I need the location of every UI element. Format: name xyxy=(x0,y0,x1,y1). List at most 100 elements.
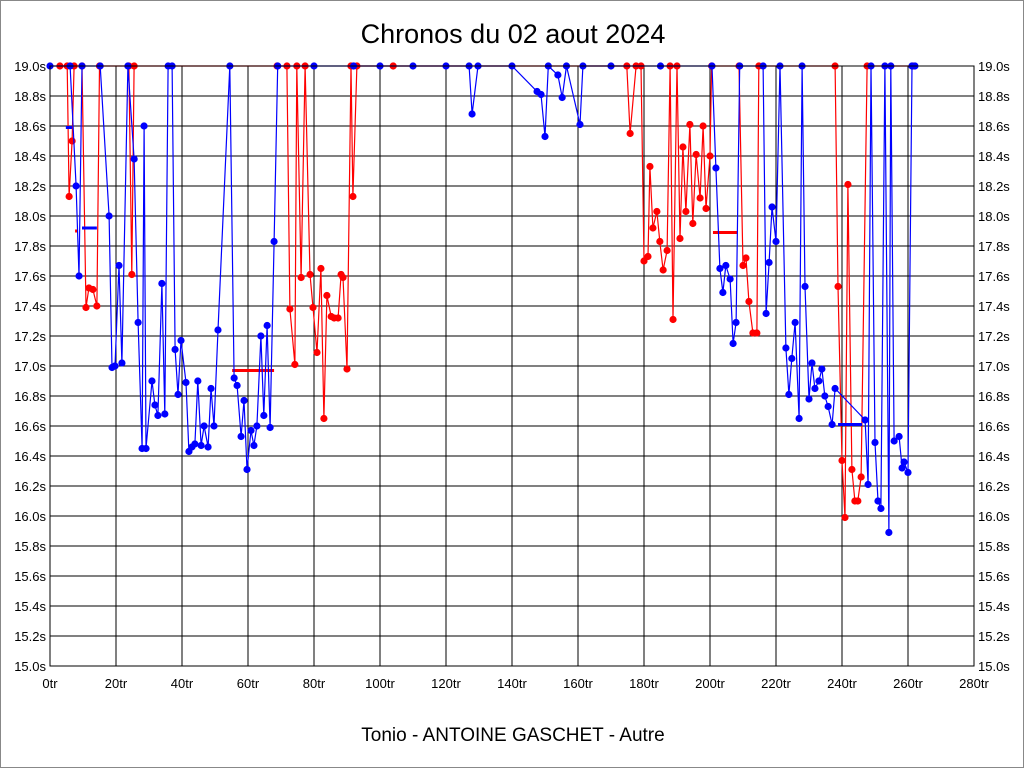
x-tick-label: 60tr xyxy=(237,676,260,691)
data-point-red xyxy=(753,329,761,337)
y-tick-label-right: 18.8s xyxy=(978,89,1010,104)
data-point-red xyxy=(706,152,714,160)
data-point-blue xyxy=(785,390,793,399)
data-point-red xyxy=(306,270,314,279)
y-tick-label-left: 17.2s xyxy=(14,329,46,344)
y-tick-label-right: 18.6s xyxy=(978,119,1010,134)
y-tick-label-left: 17.6s xyxy=(14,269,46,284)
data-point-red xyxy=(696,194,704,202)
data-point-blue xyxy=(207,384,215,393)
y-tick-label-right: 18.0s xyxy=(978,209,1010,224)
x-tick-label: 80tr xyxy=(303,676,326,691)
x-tick-label: 280tr xyxy=(959,676,989,691)
y-tick-label-right: 15.6s xyxy=(978,569,1010,584)
data-point-blue xyxy=(468,110,476,118)
y-tick-label-left: 18.4s xyxy=(14,149,46,164)
data-point-red xyxy=(663,246,671,255)
y-tick-label-left: 15.8s xyxy=(14,539,46,554)
y-tick-label-right: 15.8s xyxy=(978,539,1010,554)
data-point-blue xyxy=(898,464,906,472)
data-point-blue xyxy=(864,480,872,489)
y-tick-label-left: 16.6s xyxy=(14,419,46,434)
data-point-red xyxy=(644,252,652,261)
data-point-blue xyxy=(808,359,816,367)
x-tick-label: 120tr xyxy=(431,676,461,691)
data-point-blue xyxy=(558,93,566,102)
data-point-red xyxy=(857,473,865,481)
data-point-blue xyxy=(154,411,162,420)
data-point-red xyxy=(659,266,667,274)
y-tick-label-left: 18.2s xyxy=(14,179,46,194)
data-point-red xyxy=(844,180,852,189)
x-axis-label: Tonio - ANTOINE GASCHET - Autre xyxy=(361,725,664,746)
data-point-red xyxy=(838,456,846,465)
data-point-red xyxy=(742,254,750,262)
data-point-red xyxy=(297,273,305,282)
data-point-red xyxy=(739,261,747,270)
data-point-blue xyxy=(240,396,248,405)
data-point-blue xyxy=(253,422,261,430)
data-point-blue xyxy=(148,377,156,385)
plot-frame xyxy=(49,65,975,667)
x-tick-label: 0tr xyxy=(42,676,58,691)
data-point-blue xyxy=(134,318,142,327)
data-point-red xyxy=(626,129,634,138)
y-tick-label-right: 17.8s xyxy=(978,239,1010,254)
data-point-blue xyxy=(782,344,790,352)
data-point-blue xyxy=(171,345,179,354)
y-tick-label-left: 16.2s xyxy=(14,479,46,494)
data-point-red xyxy=(65,192,73,201)
y-axis-left: 15.0s 15.2s 15.4s 15.6s 15.8s 16.0s 16.2s 16.4s… xyxy=(14,59,46,674)
data-point-red xyxy=(676,234,684,243)
data-point-blue xyxy=(768,203,776,211)
data-point-blue xyxy=(861,416,869,424)
data-point-red xyxy=(653,207,661,216)
y-tick-label-left: 17.0s xyxy=(14,359,46,374)
data-point-red xyxy=(834,282,842,291)
data-point-red xyxy=(128,270,136,279)
data-point-blue xyxy=(801,282,809,291)
y-tick-label-left: 15.4s xyxy=(14,599,46,614)
data-point-blue xyxy=(182,378,190,387)
y-tick-label-right: 16.2s xyxy=(978,479,1010,494)
y-tick-label-right: 19.0s xyxy=(978,59,1010,74)
chart-title: Chronos du 02 aout 2024 xyxy=(361,19,666,49)
data-point-red xyxy=(313,348,321,357)
y-tick-label-right: 17.6s xyxy=(978,269,1010,284)
data-point-blue xyxy=(722,261,730,270)
data-point-blue xyxy=(263,321,271,330)
data-point-blue xyxy=(72,182,80,190)
data-point-blue xyxy=(75,272,83,280)
y-tick-label-left: 15.2s xyxy=(14,629,46,644)
y-tick-label-right: 15.4s xyxy=(978,599,1010,614)
data-point-blue xyxy=(214,326,222,334)
data-point-blue xyxy=(877,504,885,513)
data-point-red xyxy=(669,315,677,324)
data-point-blue xyxy=(765,258,773,267)
data-point-blue xyxy=(200,422,208,430)
data-point-blue xyxy=(260,411,268,420)
data-point-blue xyxy=(871,438,879,447)
data-point-blue xyxy=(712,164,720,172)
data-point-red xyxy=(309,303,317,312)
y-tick-label-right: 16.4s xyxy=(978,449,1010,464)
data-point-blue xyxy=(900,458,908,466)
x-axis: 0tr 20tr 40tr 60tr 80tr 100tr 120tr 140tr 160tr 1… xyxy=(42,676,989,691)
data-point-blue xyxy=(885,528,893,537)
data-point-blue xyxy=(237,432,245,441)
y-tick-label-right: 17.4s xyxy=(978,299,1010,314)
data-point-blue xyxy=(230,374,238,382)
x-tick-label: 40tr xyxy=(171,676,194,691)
x-tick-label: 240tr xyxy=(827,676,857,691)
y-tick-label-left: 16.0s xyxy=(14,509,46,524)
x-tick-label: 180tr xyxy=(629,676,659,691)
y-tick-label-right: 17.2s xyxy=(978,329,1010,344)
data-point-red xyxy=(745,297,753,306)
data-point-blue xyxy=(824,402,832,411)
x-tick-label: 160tr xyxy=(563,676,593,691)
y-tick-label-right: 15.0s xyxy=(978,659,1010,674)
data-point-red xyxy=(692,150,700,159)
data-point-red xyxy=(334,314,342,322)
data-point-red xyxy=(656,237,664,246)
